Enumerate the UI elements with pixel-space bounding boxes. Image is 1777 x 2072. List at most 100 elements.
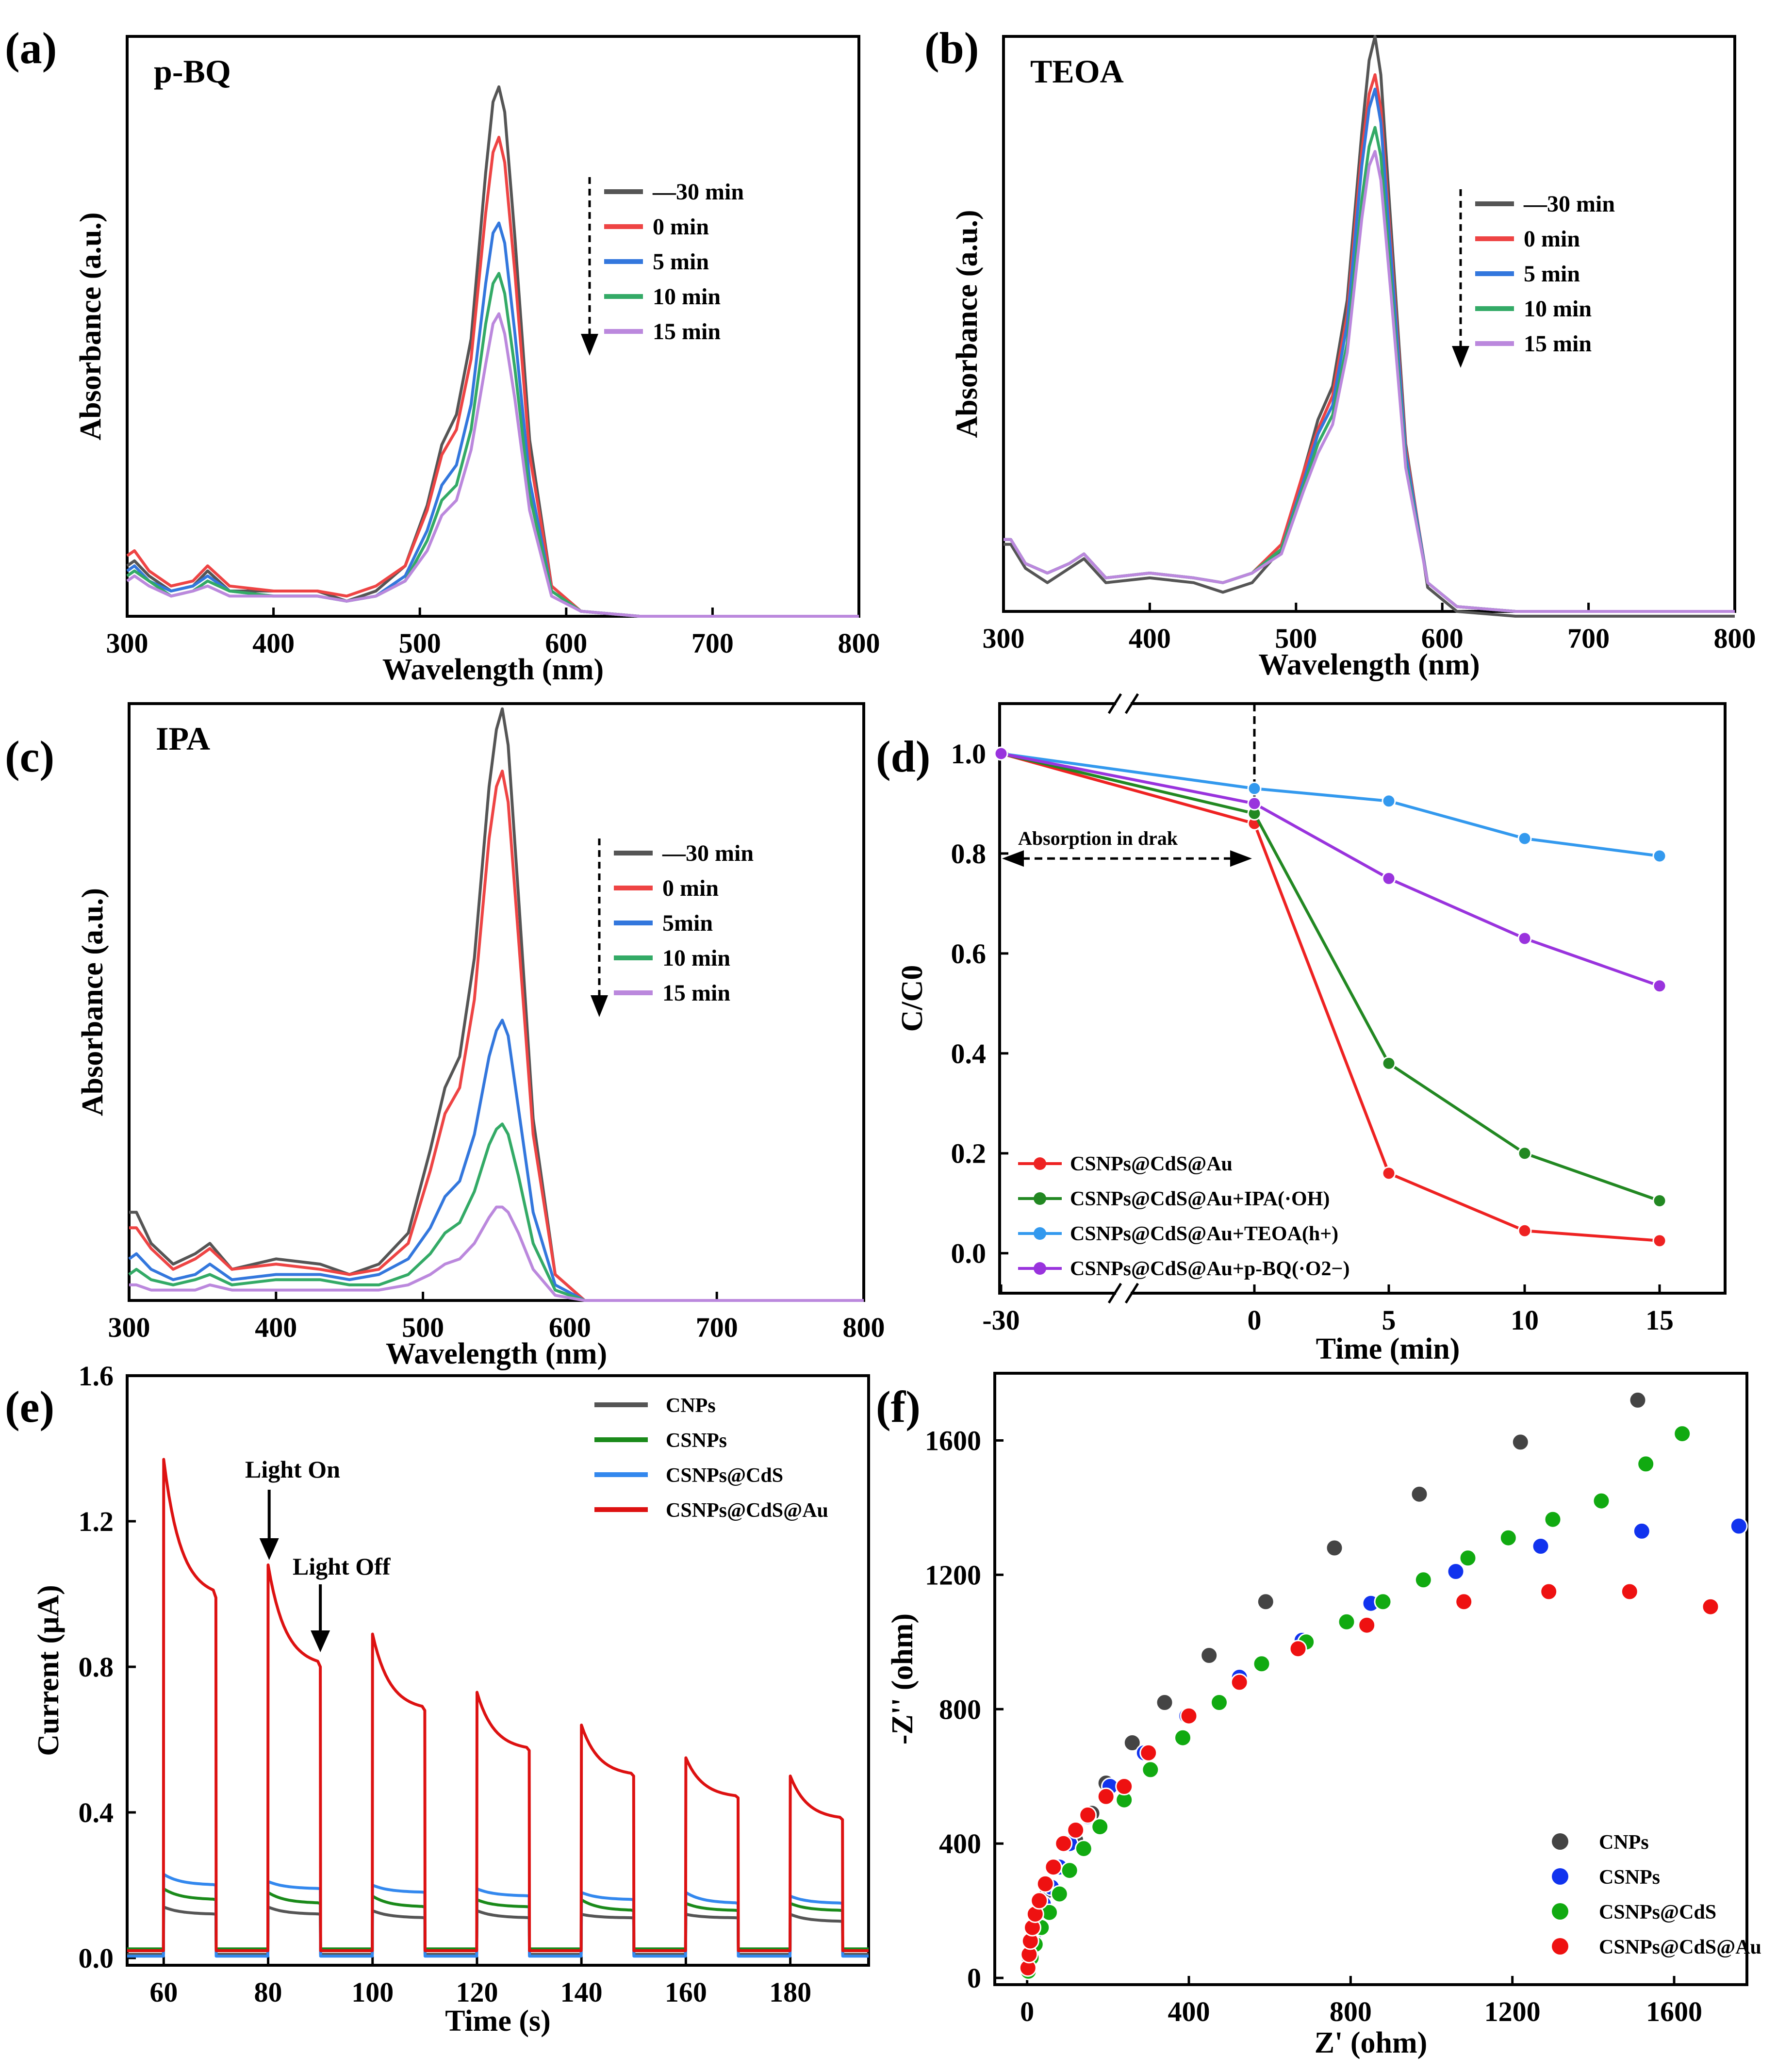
light-on-label: Light On <box>245 1456 340 1483</box>
y-axis-title: Absorbance (a.u.) <box>74 212 107 440</box>
scatter-point-0 <box>1511 1433 1530 1451</box>
legend-marker <box>1034 1262 1046 1275</box>
scatter-point-2 <box>1459 1549 1477 1567</box>
legend-label: CSNPs@CdS@Au <box>1599 1936 1761 1958</box>
legend-label: 5 min <box>1524 261 1580 287</box>
legend-label: CSNPs <box>1599 1866 1660 1889</box>
scatter-point-0 <box>1410 1485 1429 1503</box>
legend-label: 15 min <box>662 980 730 1006</box>
scatter-point-2 <box>1637 1455 1655 1473</box>
panel-letter-d: (d) <box>876 732 930 781</box>
x-tick-label: 0 <box>1020 1996 1034 2027</box>
x-tick-label: 60 <box>149 1976 178 2008</box>
y-tick-label: 800 <box>939 1694 981 1725</box>
scatter-point-3 <box>1620 1582 1639 1601</box>
series-line-1 <box>1001 752 1660 1202</box>
x-tick-label: 15 <box>1645 1304 1674 1336</box>
legend-arrow-head <box>591 995 608 1017</box>
x-tick-label: 300 <box>108 1312 150 1343</box>
scatter-point-3 <box>1067 1821 1085 1839</box>
legend-label: —30 min <box>662 840 754 866</box>
scatter-point-3 <box>1079 1806 1097 1824</box>
x-tick-label: 500 <box>402 1312 444 1343</box>
scatter-point-3 <box>1289 1640 1307 1658</box>
series-line-0 <box>129 707 864 1302</box>
series-line-3 <box>127 1458 869 1952</box>
scatter-point-3 <box>1139 1743 1158 1762</box>
x-tick-label: 10 <box>1511 1304 1539 1336</box>
series-line-4 <box>129 1205 864 1302</box>
scatter-point-2 <box>1337 1612 1356 1631</box>
legend-label: CSNPs@CdS@Au+p-BQ(·O2−) <box>1070 1258 1349 1280</box>
scatter-point-2 <box>1252 1655 1271 1673</box>
legend-label: 10 min <box>662 945 730 971</box>
scatter-point-2 <box>1499 1529 1517 1547</box>
data-point <box>1652 1194 1667 1208</box>
panel-title: p-BQ <box>154 53 231 90</box>
x-tick-label: 700 <box>691 627 734 659</box>
plot-frame <box>126 35 860 618</box>
legend-label: 0 min <box>653 214 709 240</box>
legend-label: 5min <box>662 910 713 936</box>
x-axis-title: Wavelength (nm) <box>386 1337 607 1370</box>
y-axis-title: Absorbance (a.u.) <box>76 888 109 1116</box>
panel-letter-f: (f) <box>876 1382 921 1431</box>
legend-label: 0 min <box>1524 226 1580 252</box>
x-tick-label: 800 <box>838 627 880 659</box>
plot-frame <box>993 1372 1748 1986</box>
x-tick-label: 120 <box>456 1976 498 2008</box>
series-line-3 <box>126 272 859 618</box>
legend-marker <box>1552 1938 1568 1955</box>
series-line-2 <box>127 1873 869 1958</box>
x-tick-label: 600 <box>1421 623 1464 654</box>
scatter-point-0 <box>1123 1734 1141 1752</box>
legend-label: CNPs <box>666 1395 716 1417</box>
x-axis-title: Wavelength (nm) <box>382 653 604 686</box>
scatter-point-2 <box>1141 1760 1160 1779</box>
series-line-3 <box>128 1122 864 1302</box>
scatter-point-1 <box>1447 1562 1465 1580</box>
legend-arrow-head <box>1452 346 1469 368</box>
data-point <box>1517 1146 1532 1161</box>
y-axis-title: Current (μA) <box>32 1585 65 1756</box>
legend-marker <box>1552 1903 1568 1920</box>
x-tick-label: 500 <box>1275 623 1317 654</box>
scatter-point-3 <box>1115 1777 1134 1795</box>
x-tick-label: 400 <box>255 1312 297 1343</box>
y-tick-label: 0 <box>967 1962 981 1994</box>
x-axis-title: Time (min) <box>1316 1332 1460 1365</box>
scatter-point-3 <box>1358 1616 1376 1634</box>
series-line-3 <box>1001 752 1660 987</box>
y-tick-label: 0.8 <box>79 1651 114 1683</box>
panel-title: IPA <box>156 720 210 757</box>
x-tick-label: 700 <box>696 1312 738 1343</box>
series-line-0 <box>126 85 859 618</box>
y-tick-label: 1200 <box>925 1559 981 1591</box>
legend-label: 5 min <box>653 249 709 275</box>
x-tick-label: 400 <box>1168 1996 1210 2027</box>
series-line-1 <box>127 1887 869 1951</box>
x-tick-label: 800 <box>1330 1996 1372 2027</box>
x-tick-label: 1600 <box>1646 1996 1702 2027</box>
x-axis-title: Time (s) <box>445 2005 551 2038</box>
scatter-point-3 <box>1701 1597 1720 1616</box>
data-point <box>1382 871 1396 886</box>
axis-break-mark <box>1107 693 1122 714</box>
series-line-4 <box>1004 150 1735 613</box>
x-tick-label: 300 <box>106 627 148 659</box>
panel-e-photocurrent: 60 80 100 120 140 160 180 0.0 0.4 0.8 1.2 1.6 Time (… <box>32 1360 870 2038</box>
scatter-point-1 <box>1729 1517 1748 1535</box>
x-tick-label: 800 <box>1714 623 1756 654</box>
legend-label: 15 min <box>653 319 721 345</box>
scatter-point-2 <box>1544 1510 1562 1529</box>
scatter-point-2 <box>1592 1492 1611 1510</box>
data-point <box>1517 931 1532 946</box>
scatter-point-2 <box>1414 1571 1432 1589</box>
data-point <box>1652 849 1667 863</box>
y-tick-label: 1.0 <box>951 738 987 770</box>
scatter-point-3 <box>1455 1593 1473 1611</box>
plot-frame <box>128 702 865 1302</box>
plot-frame <box>126 1374 870 1967</box>
legend-marker <box>1034 1157 1046 1170</box>
data-point <box>1652 979 1667 993</box>
